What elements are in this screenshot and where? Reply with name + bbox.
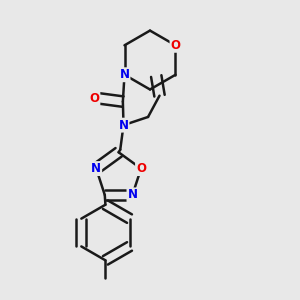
Text: N: N [128, 188, 137, 201]
Text: O: O [170, 39, 181, 52]
Text: N: N [119, 68, 130, 81]
Text: O: O [89, 92, 99, 105]
Text: O: O [136, 162, 146, 175]
Text: N: N [118, 118, 128, 132]
Text: N: N [91, 162, 101, 175]
